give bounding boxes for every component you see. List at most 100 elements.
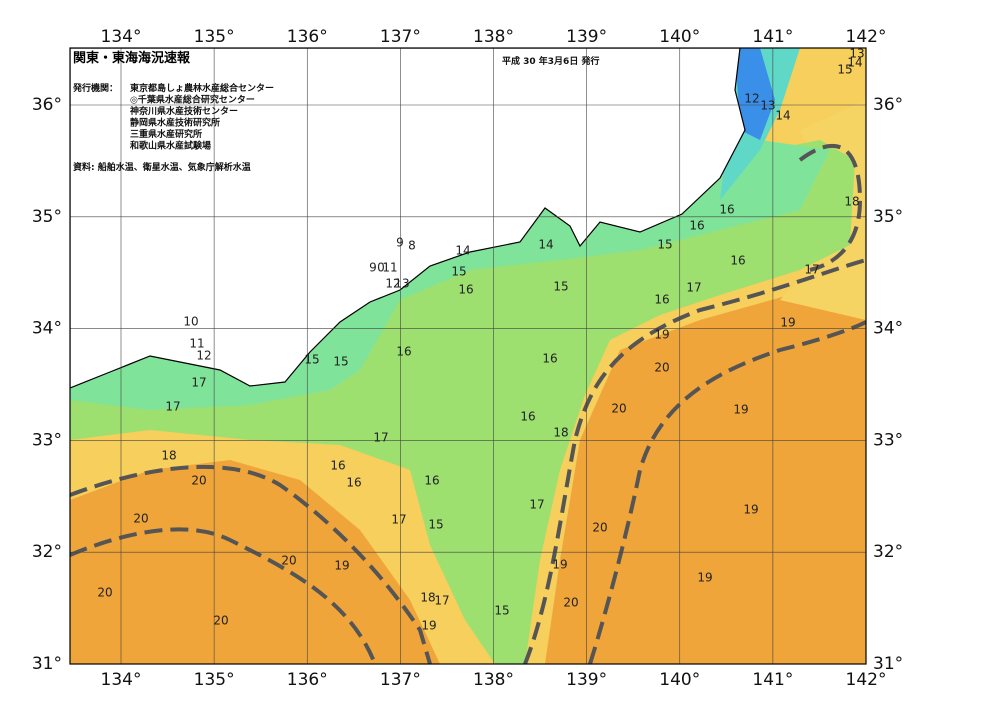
- contour-label: 14: [538, 238, 553, 252]
- contour-label: 16: [346, 476, 361, 490]
- contour-label: 20: [191, 474, 206, 488]
- data-note: 資料: 船舶水温、衛星水温、気象庁解析水温: [73, 161, 251, 173]
- contour-label: 20: [654, 361, 669, 375]
- issue-date: 平成 30 年3月6日 発行: [502, 55, 599, 67]
- lat-label-left: 36°: [32, 95, 62, 115]
- lon-label-bottom: 142°: [846, 670, 887, 690]
- contour-label: 19: [733, 403, 748, 417]
- contour-label: 9: [396, 236, 404, 250]
- land: [70, 48, 746, 389]
- lon-label-top: 135°: [194, 27, 235, 47]
- contour-label: 17: [529, 498, 544, 512]
- contour-label: 12: [744, 92, 759, 106]
- contour-label: 19: [654, 328, 669, 342]
- lon-label-bottom: 140°: [659, 670, 700, 690]
- contour-label: 18: [161, 449, 176, 463]
- contour-label: 18: [844, 195, 859, 209]
- lat-label-left: 34°: [32, 319, 62, 339]
- issuer: 三重県水産研究所: [130, 128, 202, 140]
- lat-label-left: 35°: [32, 207, 62, 227]
- contour-label: 15: [494, 604, 509, 618]
- contour-label: 15: [333, 355, 348, 369]
- contour-label: 17: [434, 594, 449, 608]
- contour-label: 16: [730, 254, 745, 268]
- contour-label: 14: [847, 56, 862, 70]
- lon-label-bottom: 134°: [101, 670, 142, 690]
- contour-label: 18: [553, 426, 568, 440]
- lon-label-bottom: 137°: [380, 670, 421, 690]
- kuroshio-offshore: [588, 320, 866, 664]
- map-frame: [69, 47, 867, 665]
- contour-label: 15: [657, 238, 672, 252]
- contour-label: 16: [458, 283, 473, 297]
- contour-label: 17: [804, 263, 819, 277]
- contour-label: 15: [451, 265, 466, 279]
- labels: 134° 134° 135° 135° 136° 136° 137° 137° 138° 138°…: [32, 27, 903, 690]
- lon-label-bottom: 138°: [473, 670, 514, 690]
- map-title: 関東・東海海況速報: [73, 50, 191, 66]
- contour-label: 16: [520, 410, 535, 424]
- contour-label: 17: [165, 400, 180, 414]
- contour-label: 20: [611, 402, 626, 416]
- contour-label: 16: [654, 293, 669, 307]
- lon-label-top: 137°: [380, 27, 421, 47]
- lat-label-left: 33°: [32, 430, 62, 450]
- contour-label: 11: [382, 261, 397, 275]
- contour-label: 20: [97, 586, 112, 600]
- kuroshio-branch: [70, 527, 377, 664]
- lon-label-top: 138°: [473, 27, 514, 47]
- lat-label-left: 32°: [32, 542, 62, 562]
- contour-label: 19: [697, 571, 712, 585]
- contour-label: 15: [837, 63, 852, 77]
- contour-label: 17: [191, 376, 206, 390]
- lon-label-top: 140°: [659, 27, 700, 47]
- contour-label: 20: [563, 596, 578, 610]
- contour-label: 19: [780, 316, 795, 330]
- lon-label-top: 141°: [752, 27, 793, 47]
- contour-label: 12: [196, 349, 211, 363]
- issuer: 神奈川県水産技術センター: [130, 105, 238, 117]
- contour-label: 20: [213, 614, 228, 628]
- contour-label: 19: [334, 559, 349, 573]
- map-layers: [70, 48, 866, 664]
- contour-label: 14: [455, 244, 470, 258]
- contour-label: 16: [719, 203, 734, 217]
- issuer: 静岡県水産技術研究所: [130, 117, 220, 129]
- lat-label-right: 32°: [873, 542, 903, 562]
- contour-label: 17: [373, 431, 388, 445]
- issuer: 東京都島しょ農林水産総合センター: [130, 82, 274, 94]
- lat-label-right: 36°: [873, 95, 903, 115]
- contour-label: 19: [743, 503, 758, 517]
- contour-label: 13: [849, 47, 864, 61]
- contour-label: 15: [553, 280, 568, 294]
- lon-label-top: 142°: [846, 27, 887, 47]
- issuer: 和歌山県水産試験場: [129, 140, 211, 152]
- contour-label: 16: [424, 474, 439, 488]
- kuroshio-axis: [70, 464, 432, 664]
- contour-label: 9: [369, 261, 377, 275]
- contour-label: 16: [396, 345, 411, 359]
- contour-label: 13: [394, 277, 409, 291]
- coastal-cold-water: [735, 48, 775, 140]
- contour-label: 11: [189, 337, 204, 351]
- contour-label: 13: [760, 99, 775, 113]
- issuer-label: 発行機関：: [72, 82, 118, 94]
- contour-label: 20: [281, 554, 296, 568]
- lon-label-bottom: 136°: [287, 670, 328, 690]
- lon-label-bottom: 135°: [194, 670, 235, 690]
- lat-label-right: 31°: [873, 654, 903, 674]
- contour-label: 15: [428, 518, 443, 532]
- contour-label: 16: [689, 219, 704, 233]
- contour-label: 19: [421, 619, 436, 633]
- contour-label: 17: [686, 281, 701, 295]
- contour-label: 18: [420, 591, 435, 605]
- lon-label-top: 134°: [101, 27, 142, 47]
- contour-label: 8: [408, 239, 416, 253]
- contour-label: 0: [377, 261, 385, 275]
- lat-label-right: 35°: [873, 207, 903, 227]
- lon-label-top: 136°: [287, 27, 328, 47]
- contour-label: 10: [183, 315, 198, 329]
- contour-label: 12: [385, 277, 400, 291]
- lon-label-top: 139°: [566, 27, 607, 47]
